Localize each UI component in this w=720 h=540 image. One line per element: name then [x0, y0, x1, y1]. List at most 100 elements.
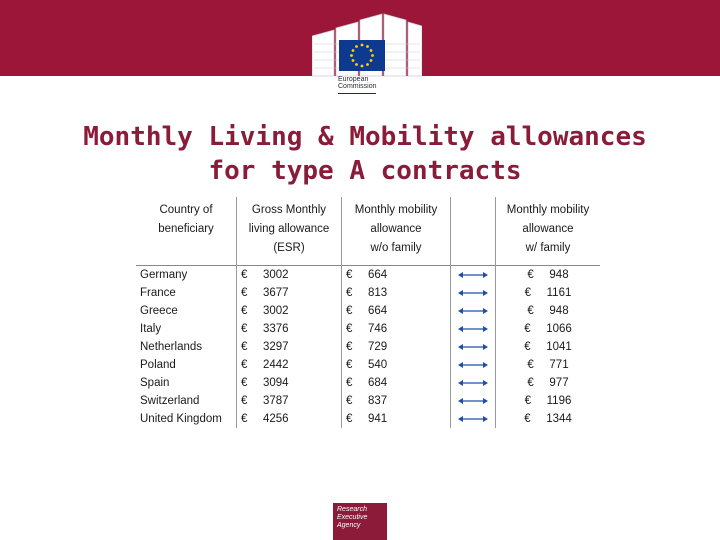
currency-symbol: €: [346, 269, 353, 281]
mobility-cell: €746: [341, 320, 451, 338]
currency-symbol: €: [241, 395, 248, 407]
family-value: 977: [549, 377, 569, 389]
double-arrow-icon: [458, 344, 488, 350]
table-row: United Kingdom €4256 €941 €1344: [136, 410, 600, 428]
currency-symbol: €: [346, 341, 353, 353]
currency-symbol: €: [346, 323, 353, 335]
gross-value: 3677: [263, 287, 289, 299]
mobility-value: 837: [368, 395, 388, 407]
gross-cell: €3677: [236, 284, 342, 302]
european-commission-logo: [312, 13, 422, 77]
currency-symbol: €: [346, 359, 353, 371]
mobility-cell: €540: [341, 356, 451, 374]
table-row: Switzerland €3787 €837 €1196: [136, 392, 600, 410]
currency-symbol: €: [241, 323, 248, 335]
family-cell: €1041: [495, 338, 600, 356]
header-country: Country of beneficiary: [158, 204, 214, 235]
currency-symbol: €: [241, 287, 248, 299]
title-line-1: Monthly Living & Mobility allowances: [83, 122, 647, 152]
mobility-cell: €813: [341, 284, 451, 302]
double-arrow-icon: [458, 272, 488, 278]
header-family: Monthly mobility allowance w/ family: [495, 197, 600, 266]
gross-cell: €3376: [236, 320, 342, 338]
double-arrow-icon: [458, 362, 488, 368]
arrow-cell: [450, 302, 496, 320]
family-cell: €948: [495, 302, 600, 320]
currency-symbol: €: [346, 287, 353, 299]
family-cell: €1344: [495, 410, 600, 428]
mobility-cell: €664: [341, 302, 451, 320]
gross-value: 3002: [263, 305, 289, 317]
country-cell: Italy: [140, 323, 162, 335]
family-value: 1066: [546, 323, 572, 335]
table-row: Greece €3002 €664 €948: [136, 302, 600, 320]
mobility-cell: €684: [341, 374, 451, 392]
gross-value: 4256: [263, 413, 289, 425]
currency-symbol: €: [346, 395, 353, 407]
organization-name: European Commission: [338, 76, 377, 90]
arrow-cell: [450, 338, 496, 356]
mobility-value: 664: [368, 305, 388, 317]
family-cell: €1066: [495, 320, 600, 338]
arrow-cell: [450, 320, 496, 338]
gross-value: 2442: [263, 359, 289, 371]
currency-symbol: €: [241, 341, 248, 353]
currency-symbol: €: [241, 413, 248, 425]
double-arrow-icon: [458, 308, 488, 314]
currency-symbol: €: [346, 413, 353, 425]
currency-symbol: €: [524, 287, 532, 299]
table-row: Italy €3376 €746 €1066: [136, 320, 600, 338]
table-row: France €3677 €813 €1161: [136, 284, 600, 302]
table-row: Spain €3094 €684 €977: [136, 374, 600, 392]
family-cell: €1196: [495, 392, 600, 410]
family-value: 1196: [546, 395, 572, 407]
currency-symbol: €: [346, 305, 353, 317]
currency-symbol: €: [524, 341, 531, 353]
header-gross: Gross Monthly living allowance (ESR): [236, 197, 342, 266]
family-value: 948: [549, 269, 569, 281]
org-underline: [338, 93, 376, 94]
gross-cell: €3787: [236, 392, 342, 410]
mobility-value: 729: [368, 341, 388, 353]
currency-symbol: €: [527, 269, 534, 281]
gross-cell: €3002: [236, 265, 342, 284]
country-cell: United Kingdom: [140, 413, 222, 425]
currency-symbol: €: [241, 269, 248, 281]
gross-value: 3787: [263, 395, 289, 407]
currency-symbol: €: [527, 377, 534, 389]
header-mobility: Monthly mobility allowance w/o family: [341, 197, 451, 266]
arrow-cell: [450, 410, 496, 428]
arrow-cell: [450, 284, 496, 302]
mobility-value: 941: [368, 413, 388, 425]
family-value: 1161: [546, 287, 572, 299]
double-arrow-icon: [458, 398, 488, 404]
family-cell: €771: [495, 356, 600, 374]
footer-line-1: Research: [337, 506, 367, 513]
family-cell: €1161: [495, 284, 600, 302]
table-row: Netherlands €3297 €729 €1041: [136, 338, 600, 356]
header-arrow-spacer: [450, 197, 496, 266]
arrow-cell: [450, 392, 496, 410]
country-cell: Netherlands: [140, 341, 203, 353]
mobility-value: 684: [368, 377, 388, 389]
mobility-value: 664: [368, 269, 388, 281]
footer-line-3: Agency: [337, 522, 361, 529]
allowances-table: Country of beneficiary Gross Monthly liv…: [136, 197, 600, 428]
arrow-cell: [450, 265, 496, 284]
double-arrow-icon: [458, 326, 488, 332]
currency-symbol: €: [241, 359, 248, 371]
family-value: 1041: [546, 341, 572, 353]
gross-cell: €3094: [236, 374, 342, 392]
table-row: Poland €2442 €540 €771: [136, 356, 600, 374]
currency-symbol: €: [527, 359, 534, 371]
table-header-row: Country of beneficiary Gross Monthly liv…: [136, 197, 600, 266]
double-arrow-icon: [458, 380, 488, 386]
family-value: 771: [549, 359, 569, 371]
family-value: 1344: [546, 413, 572, 425]
double-arrow-icon: [458, 416, 488, 422]
rea-logo: Research Executive Agency: [333, 503, 387, 540]
mobility-value: 540: [368, 359, 388, 371]
gross-cell: €2442: [236, 356, 342, 374]
double-arrow-icon: [458, 290, 488, 296]
org-line-2: Commission: [338, 83, 377, 90]
